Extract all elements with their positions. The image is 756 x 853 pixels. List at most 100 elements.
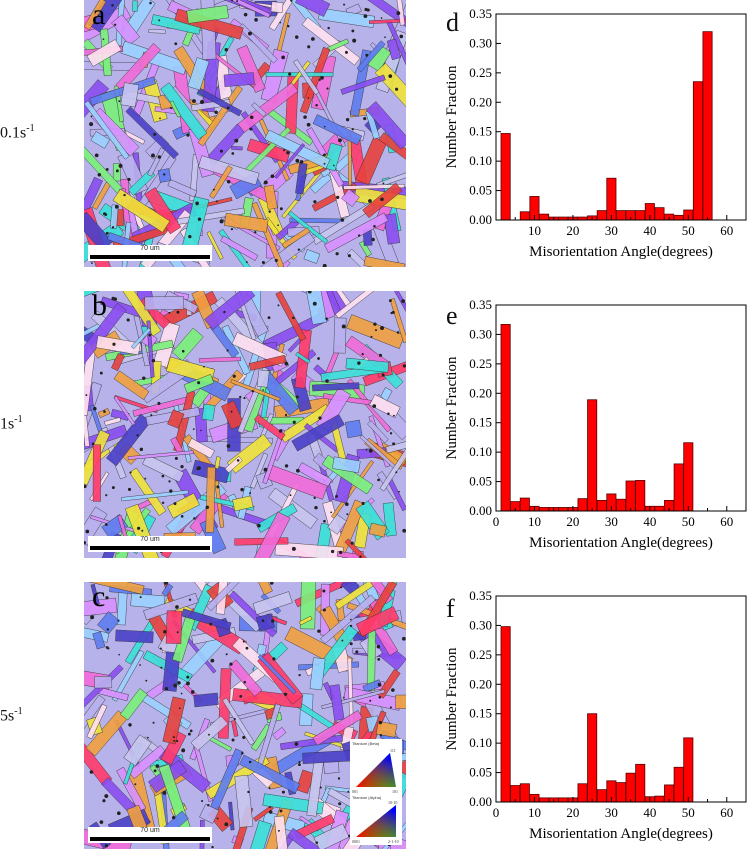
- bar: [635, 479, 646, 512]
- ipf-alpha-corner-top: 10-10: [388, 800, 397, 805]
- ipf-beta-corner-top: 111: [390, 748, 396, 753]
- y-tick-label: 0.10: [469, 444, 492, 459]
- strain-rate-label-0.1: 0.1s-1: [0, 123, 35, 142]
- scale-bar: 70 um: [88, 536, 212, 552]
- scale-bar-label: 70 um: [140, 827, 160, 834]
- ipf-alpha-title: Titanium (Alpha): [352, 795, 382, 800]
- strain-rate-value: 1s: [0, 415, 15, 433]
- x-tick-label: 10: [528, 805, 541, 820]
- x-tick-label: 20: [566, 223, 579, 238]
- bar: [635, 763, 646, 803]
- bar: [596, 500, 607, 512]
- x-tick-label: 40: [643, 223, 656, 238]
- y-tick-label: 0.25: [469, 647, 492, 662]
- x-tick-label: 0: [493, 514, 500, 529]
- ebsd-map-b: b 70 um: [84, 291, 406, 558]
- y-tick-label: 0.25: [469, 65, 492, 80]
- bar: [577, 783, 588, 803]
- grain-map-image: [84, 291, 406, 558]
- y-tick-label: 0.30: [469, 35, 492, 50]
- y-tick-label: 0.35: [469, 588, 492, 603]
- bar: [683, 442, 694, 512]
- bar: [500, 133, 511, 221]
- x-tick-label: 50: [682, 223, 695, 238]
- x-tick-label: 40: [643, 514, 656, 529]
- panel-letter-b: b: [92, 291, 107, 322]
- scale-bar-line: [90, 255, 210, 259]
- x-tick-label: 30: [605, 514, 618, 529]
- bar: [500, 626, 511, 803]
- y-tick-label: 0.15: [469, 706, 492, 721]
- histogram-d: 0.00 0.05 0.10 0.15 0.20 0.25 0.30 0.35 10 20 30 40…: [440, 0, 756, 271]
- x-tick-label: 20: [566, 514, 579, 529]
- panel-letter-e: e: [446, 301, 458, 330]
- strain-rate-exponent: -1: [14, 414, 23, 425]
- plot-frame: [495, 595, 747, 803]
- panel-letter-c: c: [92, 582, 106, 613]
- y-tick-label: 0.10: [469, 153, 492, 168]
- bar: [654, 795, 665, 803]
- strain-rate-value: 0.1s: [0, 124, 27, 142]
- bar: [539, 213, 550, 221]
- ebsd-map-a: a 70 um: [84, 0, 406, 267]
- bar: [558, 797, 569, 803]
- histogram-f: 0.00 0.05 0.10 0.15 0.20 0.25 0.30 0.35 0 10 20 30 4…: [440, 582, 756, 853]
- y-tick-label: 0.30: [469, 326, 492, 341]
- scale-bar-label: 70 um: [140, 245, 160, 252]
- ipf-alpha-corner-right: 2-1-10: [388, 839, 399, 844]
- bar: [683, 737, 694, 803]
- bar: [606, 177, 617, 221]
- y-tick-label: 0.00: [469, 503, 492, 518]
- bar: [615, 498, 627, 512]
- bar: [654, 505, 665, 512]
- y-axis-label: Number Fraction: [444, 647, 460, 750]
- ipf-beta-title: Titanium (Beta): [352, 741, 380, 746]
- x-tick-label: 20: [566, 805, 579, 820]
- y-tick-label: 0.15: [469, 124, 492, 139]
- bar: [673, 214, 684, 221]
- bar: [625, 772, 636, 803]
- y-axis-label: Number Fraction: [444, 356, 460, 459]
- bar: [519, 497, 530, 512]
- y-tick-label: 0.05: [469, 765, 492, 780]
- bar: [587, 399, 598, 512]
- bar: [539, 797, 550, 803]
- bar: [615, 782, 627, 803]
- misorientation-chart-f: 0.00 0.05 0.10 0.15 0.20 0.25 0.30 0.35 0 10 20 30 4…: [444, 588, 747, 842]
- bar: [673, 463, 684, 512]
- bar: [577, 498, 588, 512]
- scale-bar-label: 70 um: [140, 536, 160, 543]
- y-tick-label: 0.00: [469, 794, 492, 809]
- scale-bar-line: [90, 546, 210, 550]
- x-tick-label: 60: [720, 805, 733, 820]
- x-tick-label: 60: [720, 223, 733, 238]
- y-tick-label: 0.10: [469, 735, 492, 750]
- x-tick-label: 30: [605, 805, 618, 820]
- ipf-color-key: Titanium (Beta) 111 001 101 Titanium (Al…: [350, 739, 402, 845]
- x-tick-label: 30: [605, 223, 618, 238]
- strain-rate-exponent: -1: [26, 123, 35, 134]
- y-tick-label: 0.35: [469, 6, 492, 21]
- y-tick-label: 0.05: [469, 183, 492, 198]
- strain-rate-exponent: -1: [14, 706, 23, 717]
- y-tick-label: 0.05: [469, 474, 492, 489]
- misorientation-chart-d: 0.00 0.05 0.10 0.15 0.20 0.25 0.30 0.35 10 20 30 40…: [444, 6, 747, 260]
- bar: [596, 210, 607, 221]
- x-axis-label: Misorientation Angle(degrees): [529, 535, 713, 551]
- x-tick-label: 10: [528, 514, 541, 529]
- y-tick-label: 0.15: [469, 415, 492, 430]
- bar: [596, 789, 607, 803]
- plot-frame: [495, 13, 747, 221]
- x-axis-label: Misorientation Angle(degrees): [529, 826, 713, 842]
- bar: [519, 783, 530, 803]
- ebsd-map-c: c 70 um Titanium (Beta) 111 001 101 Tita…: [84, 582, 406, 849]
- x-tick-label: 50: [682, 805, 695, 820]
- y-axis-label: Number Fraction: [444, 65, 460, 168]
- panel-letter-a: a: [92, 0, 106, 31]
- strain-rate-label-5: 5s-1: [0, 706, 23, 725]
- y-tick-label: 0.20: [469, 94, 492, 109]
- panel-letter-d: d: [446, 8, 459, 37]
- y-tick-label: 0.30: [469, 617, 492, 632]
- x-tick-label: 40: [643, 805, 656, 820]
- y-tick-label: 0.20: [469, 676, 492, 691]
